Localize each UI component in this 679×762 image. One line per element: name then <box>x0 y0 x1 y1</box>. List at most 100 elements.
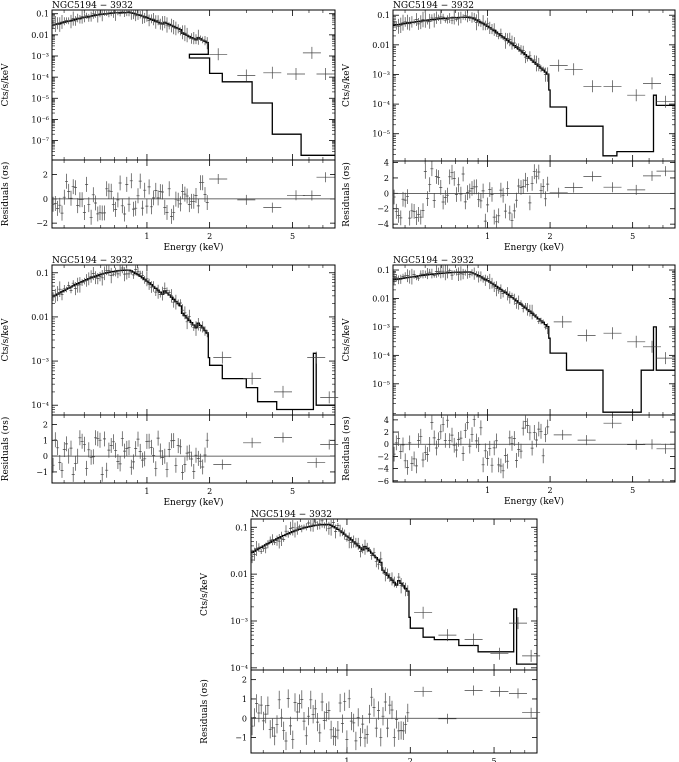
data-point <box>392 20 396 25</box>
data-point <box>499 28 503 39</box>
residual-point <box>432 430 436 446</box>
data-point <box>643 77 661 90</box>
residual-point <box>461 446 465 461</box>
data-point <box>111 272 115 277</box>
data-point <box>259 548 263 554</box>
residual-point <box>454 187 458 202</box>
data-point <box>134 265 138 276</box>
residual-point <box>76 198 80 214</box>
data-point <box>67 281 71 289</box>
residual-point <box>461 166 465 182</box>
residual-point <box>535 432 538 448</box>
data-point <box>497 286 501 294</box>
data-point <box>356 537 360 550</box>
residual-point <box>521 420 525 436</box>
data-point <box>264 542 268 554</box>
y-tick-label: 10⁻³ <box>31 357 49 366</box>
residual-point <box>414 686 433 697</box>
residual-point <box>69 190 73 206</box>
residual-point <box>237 194 256 205</box>
residual-point <box>85 176 89 192</box>
data-point <box>509 617 527 630</box>
data-point <box>167 22 171 30</box>
spectrum-panel-2: NGC5194 − 3932 Cts/s/keV Residuals (σs) Ene… <box>341 1 676 253</box>
x-axis-label: Energy (keV) <box>504 242 564 253</box>
residual-point <box>73 455 77 471</box>
data-point <box>414 275 418 281</box>
residual-point <box>349 712 353 731</box>
residual-point <box>132 201 135 217</box>
data-point <box>417 275 421 281</box>
data-point <box>503 32 507 49</box>
residual-tick-label: −1 <box>36 468 48 477</box>
y-axis-label: Cts/s/keV <box>1 63 11 107</box>
data-point <box>170 18 173 33</box>
y-tick-label: 0.1 <box>377 266 390 275</box>
residual-point <box>67 183 71 199</box>
data-point <box>546 67 550 82</box>
residual-point <box>199 453 202 469</box>
residual-point <box>163 448 167 464</box>
data-point <box>397 275 401 285</box>
panel-title: NGC5194 − 3932 <box>52 1 133 11</box>
residual-tick-label: 0 <box>384 440 389 449</box>
residual-point <box>347 689 351 708</box>
residual-point <box>546 176 550 192</box>
model-curve <box>393 16 675 157</box>
data-point <box>62 17 66 26</box>
residual-point <box>327 701 331 720</box>
data-point <box>274 385 292 398</box>
residual-point <box>521 179 525 194</box>
residual-tick-label: 1 <box>242 695 247 704</box>
residual-tick-label: 2 <box>43 171 48 180</box>
residual-point <box>325 703 329 722</box>
data-point <box>118 10 122 17</box>
data-point <box>289 521 292 536</box>
data-point <box>338 524 342 537</box>
residual-point <box>51 196 55 212</box>
residual-point <box>466 185 469 200</box>
residual-point <box>519 443 523 459</box>
residual-point <box>302 190 321 201</box>
residual-point <box>60 462 64 478</box>
residual-point <box>543 427 547 443</box>
residual-point <box>352 713 356 733</box>
residual-point <box>448 169 452 185</box>
residual-point <box>56 440 60 456</box>
residual-point <box>399 721 403 740</box>
residual-point <box>165 462 169 478</box>
data-point <box>190 321 194 328</box>
data-point <box>432 273 436 278</box>
residual-point <box>512 203 516 219</box>
residual-point <box>481 183 485 199</box>
data-point <box>181 25 185 40</box>
residual-point <box>201 175 205 191</box>
data-point <box>434 265 438 278</box>
residual-point <box>125 176 129 192</box>
panel-title: NGC5194 − 3932 <box>52 256 133 266</box>
residual-point <box>543 191 547 207</box>
data-point <box>430 268 434 279</box>
data-point <box>170 289 173 303</box>
data-point <box>100 270 104 286</box>
residual-point <box>109 183 113 199</box>
data-point <box>526 303 530 316</box>
residual-point <box>517 178 521 194</box>
residual-point <box>406 189 409 204</box>
data-point <box>497 33 501 40</box>
data-point <box>174 21 178 36</box>
data-point <box>243 372 262 385</box>
residual-axis-label: Residuals (σs) <box>0 417 11 482</box>
data-point <box>187 35 191 40</box>
residual-point <box>474 179 478 195</box>
residual-point <box>397 431 401 446</box>
residual-points <box>51 172 335 225</box>
data-point <box>361 543 365 554</box>
residual-point <box>71 179 75 195</box>
data-point <box>163 282 167 295</box>
data-point <box>399 17 403 33</box>
residual-point <box>266 696 270 715</box>
data-point <box>466 10 469 23</box>
residual-point <box>368 704 371 724</box>
